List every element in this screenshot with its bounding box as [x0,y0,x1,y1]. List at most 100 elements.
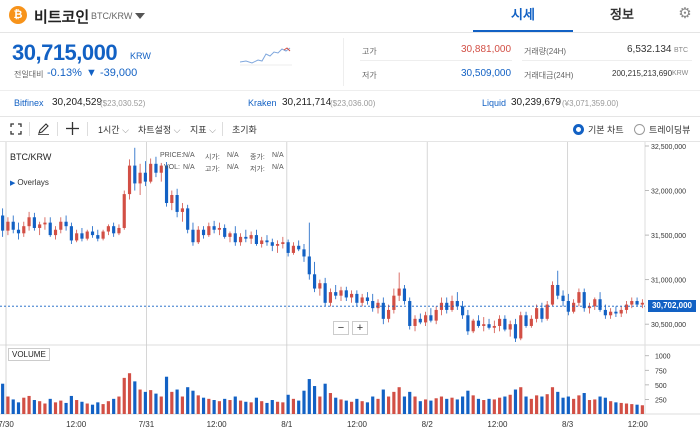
candle-body [360,297,364,303]
candle-body [170,195,174,204]
volume-bar [302,390,306,414]
overlays-toggle[interactable]: ▶ Overlays [10,178,49,187]
candle-body [80,233,84,239]
time-tick-label: 12:00 [207,420,228,429]
basic-chart-radio[interactable] [573,124,584,135]
basic-chart-label[interactable]: 기본 차트 [588,125,624,135]
indicators-dropdown[interactable]: 지표 ⌵ [190,123,216,136]
candle-body [519,315,523,339]
volume-bar [614,402,618,414]
time-tick-label: 12:00 [66,420,87,429]
candle-body [476,320,481,326]
candle-body [445,302,449,310]
volume-value: 6,532.134 [627,44,672,55]
toolbar-top-divider [0,116,700,117]
gear-icon[interactable]: ⚙ [678,5,692,22]
current-price-tag: 30,702,000 [648,300,696,313]
pencil-icon[interactable] [37,122,50,135]
candle-body [286,242,290,253]
ohlc-open-label: 시가: [205,154,220,161]
tradingview-label[interactable]: 트레이딩뷰 [649,125,691,135]
candle-body [603,309,607,316]
chevron-down-icon[interactable] [135,13,145,19]
tradingview-radio[interactable] [634,124,645,135]
zoom-out-button[interactable]: − [333,321,349,335]
chart-settings-dropdown[interactable]: 차트설정 ⌵ [138,123,180,136]
tab-info[interactable]: 정보 [610,7,634,22]
candle-body [624,304,629,310]
crosshair-icon[interactable] [66,122,79,135]
ohlc-high-value: N/A [227,164,239,171]
volume-bar [149,390,153,414]
ohlc-vol-value: N/A [183,164,195,171]
volume-bar [133,381,137,414]
candle-body [69,226,73,241]
volume-bar [223,398,227,414]
candle-body [408,301,412,326]
volume-bar [159,396,163,414]
interval-dropdown[interactable]: 1시간 ⌵ [98,123,129,136]
candle-body [334,292,338,296]
volume-bar [508,394,512,414]
zoom-in-button[interactable]: + [352,321,368,335]
volume-bar [429,400,433,414]
toolbar-separator [87,122,88,136]
reset-button[interactable]: 초기화 [232,125,257,135]
volume-bar [556,391,560,414]
volume-bar [455,399,459,414]
volume-bar [339,399,343,414]
tab-quotes[interactable]: 시세 [473,0,573,32]
volume-bar [619,402,623,414]
volume-bar [244,401,248,414]
candle-body [365,297,370,302]
volume-bar [418,401,422,414]
volume-bar [11,399,15,414]
volume-bar [154,393,158,414]
candle-body [217,227,221,230]
candle-body [550,284,555,305]
candle-body [260,240,264,244]
time-tick-label: 12:00 [628,420,649,429]
volume-axis: 1000 750 500 250 [645,354,671,404]
candle-body [540,308,544,319]
candle-body [22,226,26,234]
candle-body [238,236,243,243]
change-label: 전일대비 [14,70,44,79]
candle-body [482,324,486,326]
chevron-down-icon: ⌵ [171,125,181,135]
volume-bar [217,401,221,414]
volume-tick-label: 500 [655,383,667,390]
candle-body [371,301,375,309]
volume-bar [593,399,597,414]
price-chart[interactable]: 32,500,000 32,000,000 31,500,000 31,000,000… [0,142,700,433]
candle-body [424,315,428,323]
volume-bar [170,391,174,414]
fullscreen-icon[interactable] [10,123,22,135]
candle-body [318,283,322,289]
volume-bar [228,400,232,414]
candle-body [529,318,533,326]
candle-body [228,233,232,237]
indicators-label: 지표 [190,125,207,135]
volume-bar [381,389,385,414]
candle-body [112,226,116,234]
volume-bar [270,400,274,414]
volume-bar [53,402,58,414]
candle-body [619,309,623,314]
candle-body [59,221,63,230]
volume-bar [27,395,31,414]
volume-bar [1,383,5,414]
candle-body [344,290,348,298]
candle-body [387,309,391,319]
volume-bar [275,401,280,414]
candle-body [376,302,380,309]
candle-body [180,208,184,212]
volume-bar [487,398,491,414]
candle-body [392,295,396,310]
time-tick-label: 8/1 [281,420,293,429]
price-tick-label: 31,500,000 [651,233,686,240]
volume-bar [492,399,496,414]
volume-tick-label: 250 [655,397,667,404]
candle-body [487,324,491,328]
volume-bar [101,404,105,414]
